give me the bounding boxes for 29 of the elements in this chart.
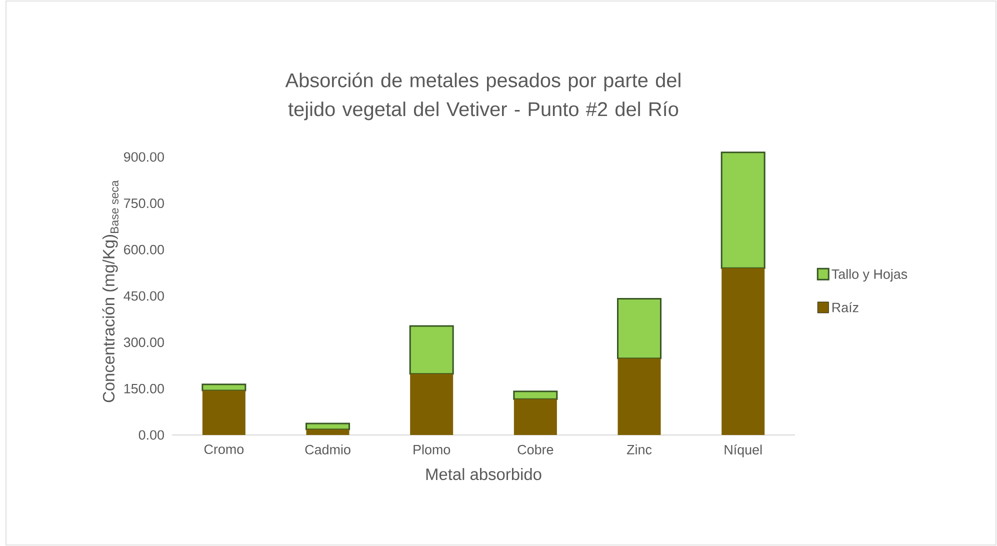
bar (720, 152, 766, 269)
x-tick-label: Níquel (724, 444, 762, 458)
bar (306, 429, 350, 435)
bar (513, 390, 558, 400)
bar (202, 384, 246, 392)
x-tick-label: Zinc (626, 444, 652, 454)
y-tick-label: 0.00 (138, 430, 164, 440)
legend-label: Raíz (832, 302, 858, 312)
x-axis-title: Metal absorbido (426, 468, 542, 480)
chart-title: Absorción de metales pesados por parte del tejido vegetal del Vetiver - Punto #2 del Río (285, 72, 680, 120)
y-tick-label: 600.00 (124, 244, 164, 254)
bar (202, 390, 246, 435)
x-tick-label: Cadmio (305, 444, 350, 454)
y-tick-label: 750.00 (124, 198, 164, 208)
x-tick-label: Cromo (204, 444, 244, 454)
bar (617, 298, 662, 360)
bar (618, 358, 661, 435)
y-tick-label: 300.00 (124, 338, 164, 348)
bar (722, 268, 765, 435)
y-tick-label: 450.00 (124, 291, 164, 301)
y-tick-label: 150.00 (124, 384, 164, 394)
x-tick-label: Cobre (518, 444, 554, 454)
bar (410, 374, 454, 435)
legend-label: Tallo y Hojas (832, 269, 908, 282)
y-axis-title: $\text{Concentración (mg/Kg)}_{\text{Base seca}}$ (102, 180, 119, 402)
bar (409, 325, 454, 375)
x-tick-label: Plomo (414, 444, 450, 454)
y-tick-label: 900.00 (124, 152, 164, 162)
bar (514, 399, 557, 435)
